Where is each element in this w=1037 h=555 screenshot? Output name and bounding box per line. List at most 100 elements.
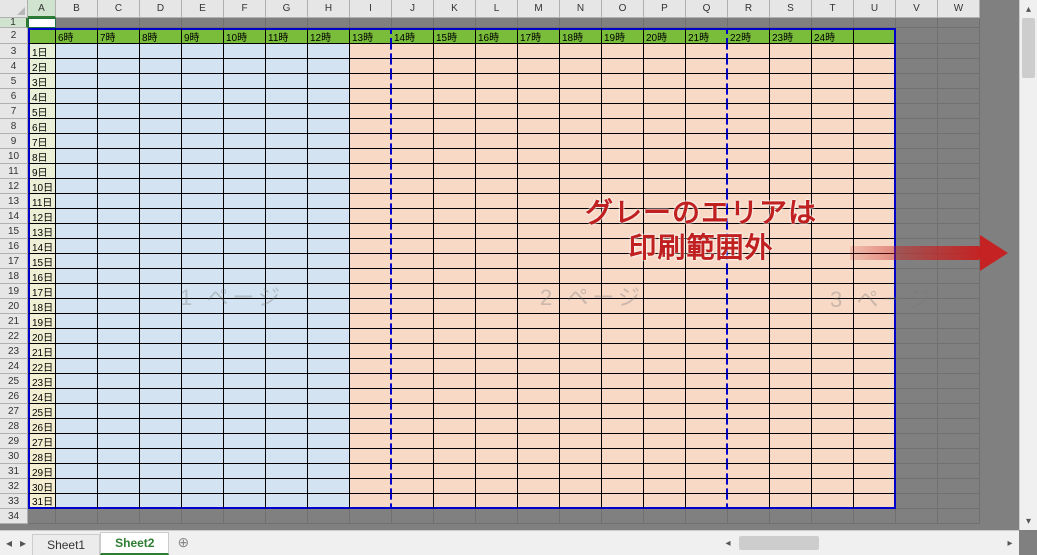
cell-K34[interactable] <box>434 509 476 524</box>
cell-H6[interactable] <box>308 89 350 104</box>
cell-U12[interactable] <box>854 179 896 194</box>
row-header-32[interactable]: 32 <box>0 479 28 494</box>
row-header-15[interactable]: 15 <box>0 224 28 239</box>
cell-J18[interactable] <box>392 269 434 284</box>
cell-G33[interactable] <box>266 494 308 509</box>
cell-V31[interactable] <box>896 464 938 479</box>
cell-H7[interactable] <box>308 104 350 119</box>
cell-F17[interactable] <box>224 254 266 269</box>
cell-G6[interactable] <box>266 89 308 104</box>
cell-W15[interactable] <box>938 224 980 239</box>
cell-K32[interactable] <box>434 479 476 494</box>
cell-W23[interactable] <box>938 344 980 359</box>
cell-U2[interactable] <box>854 28 896 44</box>
cell-M6[interactable] <box>518 89 560 104</box>
cell-W10[interactable] <box>938 149 980 164</box>
cell-C15[interactable] <box>98 224 140 239</box>
cell-R3[interactable] <box>728 44 770 59</box>
cell-B31[interactable] <box>56 464 98 479</box>
cell-B13[interactable] <box>56 194 98 209</box>
cell-F8[interactable] <box>224 119 266 134</box>
cell-Q6[interactable] <box>686 89 728 104</box>
cell-U11[interactable] <box>854 164 896 179</box>
cell-R28[interactable] <box>728 419 770 434</box>
col-header-F[interactable]: F <box>224 0 266 18</box>
cell-C2[interactable]: 7時 <box>98 28 140 44</box>
cell-J31[interactable] <box>392 464 434 479</box>
cell-W19[interactable] <box>938 284 980 299</box>
cell-W17[interactable] <box>938 254 980 269</box>
cell-U26[interactable] <box>854 389 896 404</box>
cell-N31[interactable] <box>560 464 602 479</box>
cell-V33[interactable] <box>896 494 938 509</box>
cell-H11[interactable] <box>308 164 350 179</box>
cell-P26[interactable] <box>644 389 686 404</box>
cell-B29[interactable] <box>56 434 98 449</box>
cell-P19[interactable] <box>644 284 686 299</box>
cell-S20[interactable] <box>770 299 812 314</box>
cell-A29[interactable]: 27日 <box>28 434 56 449</box>
row-header-21[interactable]: 21 <box>0 314 28 329</box>
cell-A27[interactable]: 25日 <box>28 404 56 419</box>
cell-U1[interactable] <box>854 18 896 28</box>
cell-L18[interactable] <box>476 269 518 284</box>
cell-G29[interactable] <box>266 434 308 449</box>
cell-I9[interactable] <box>350 134 392 149</box>
cell-M13[interactable] <box>518 194 560 209</box>
row-header-8[interactable]: 8 <box>0 119 28 134</box>
cell-Q13[interactable] <box>686 194 728 209</box>
cell-E4[interactable] <box>182 59 224 74</box>
cell-H28[interactable] <box>308 419 350 434</box>
cell-O16[interactable] <box>602 239 644 254</box>
tab-first-icon[interactable]: ◂ <box>6 536 12 550</box>
cell-V22[interactable] <box>896 329 938 344</box>
cell-O34[interactable] <box>602 509 644 524</box>
cell-Q4[interactable] <box>686 59 728 74</box>
cell-D21[interactable] <box>140 314 182 329</box>
cell-U7[interactable] <box>854 104 896 119</box>
cell-T8[interactable] <box>812 119 854 134</box>
cell-Q11[interactable] <box>686 164 728 179</box>
cell-F1[interactable] <box>224 18 266 28</box>
cell-E34[interactable] <box>182 509 224 524</box>
cell-T26[interactable] <box>812 389 854 404</box>
cell-D33[interactable] <box>140 494 182 509</box>
cell-V8[interactable] <box>896 119 938 134</box>
cell-L30[interactable] <box>476 449 518 464</box>
cell-E3[interactable] <box>182 44 224 59</box>
cell-R16[interactable] <box>728 239 770 254</box>
cell-T34[interactable] <box>812 509 854 524</box>
cell-C32[interactable] <box>98 479 140 494</box>
cell-W18[interactable] <box>938 269 980 284</box>
cell-M2[interactable]: 17時 <box>518 28 560 44</box>
cell-P11[interactable] <box>644 164 686 179</box>
cell-C1[interactable] <box>98 18 140 28</box>
cell-Q32[interactable] <box>686 479 728 494</box>
cell-H18[interactable] <box>308 269 350 284</box>
vertical-scrollbar[interactable]: ▴ ▾ <box>1019 0 1037 530</box>
cell-L4[interactable] <box>476 59 518 74</box>
cell-H3[interactable] <box>308 44 350 59</box>
cell-P29[interactable] <box>644 434 686 449</box>
cell-R18[interactable] <box>728 269 770 284</box>
col-header-D[interactable]: D <box>140 0 182 18</box>
cell-I5[interactable] <box>350 74 392 89</box>
cell-M31[interactable] <box>518 464 560 479</box>
cell-H4[interactable] <box>308 59 350 74</box>
cell-S15[interactable] <box>770 224 812 239</box>
cell-V29[interactable] <box>896 434 938 449</box>
cell-W6[interactable] <box>938 89 980 104</box>
cell-D13[interactable] <box>140 194 182 209</box>
cell-I24[interactable] <box>350 359 392 374</box>
cell-J8[interactable] <box>392 119 434 134</box>
col-header-O[interactable]: O <box>602 0 644 18</box>
cell-O5[interactable] <box>602 74 644 89</box>
cell-U31[interactable] <box>854 464 896 479</box>
cell-O4[interactable] <box>602 59 644 74</box>
cell-I22[interactable] <box>350 329 392 344</box>
cell-I20[interactable] <box>350 299 392 314</box>
cell-O17[interactable] <box>602 254 644 269</box>
cell-C28[interactable] <box>98 419 140 434</box>
cell-M9[interactable] <box>518 134 560 149</box>
cell-V26[interactable] <box>896 389 938 404</box>
